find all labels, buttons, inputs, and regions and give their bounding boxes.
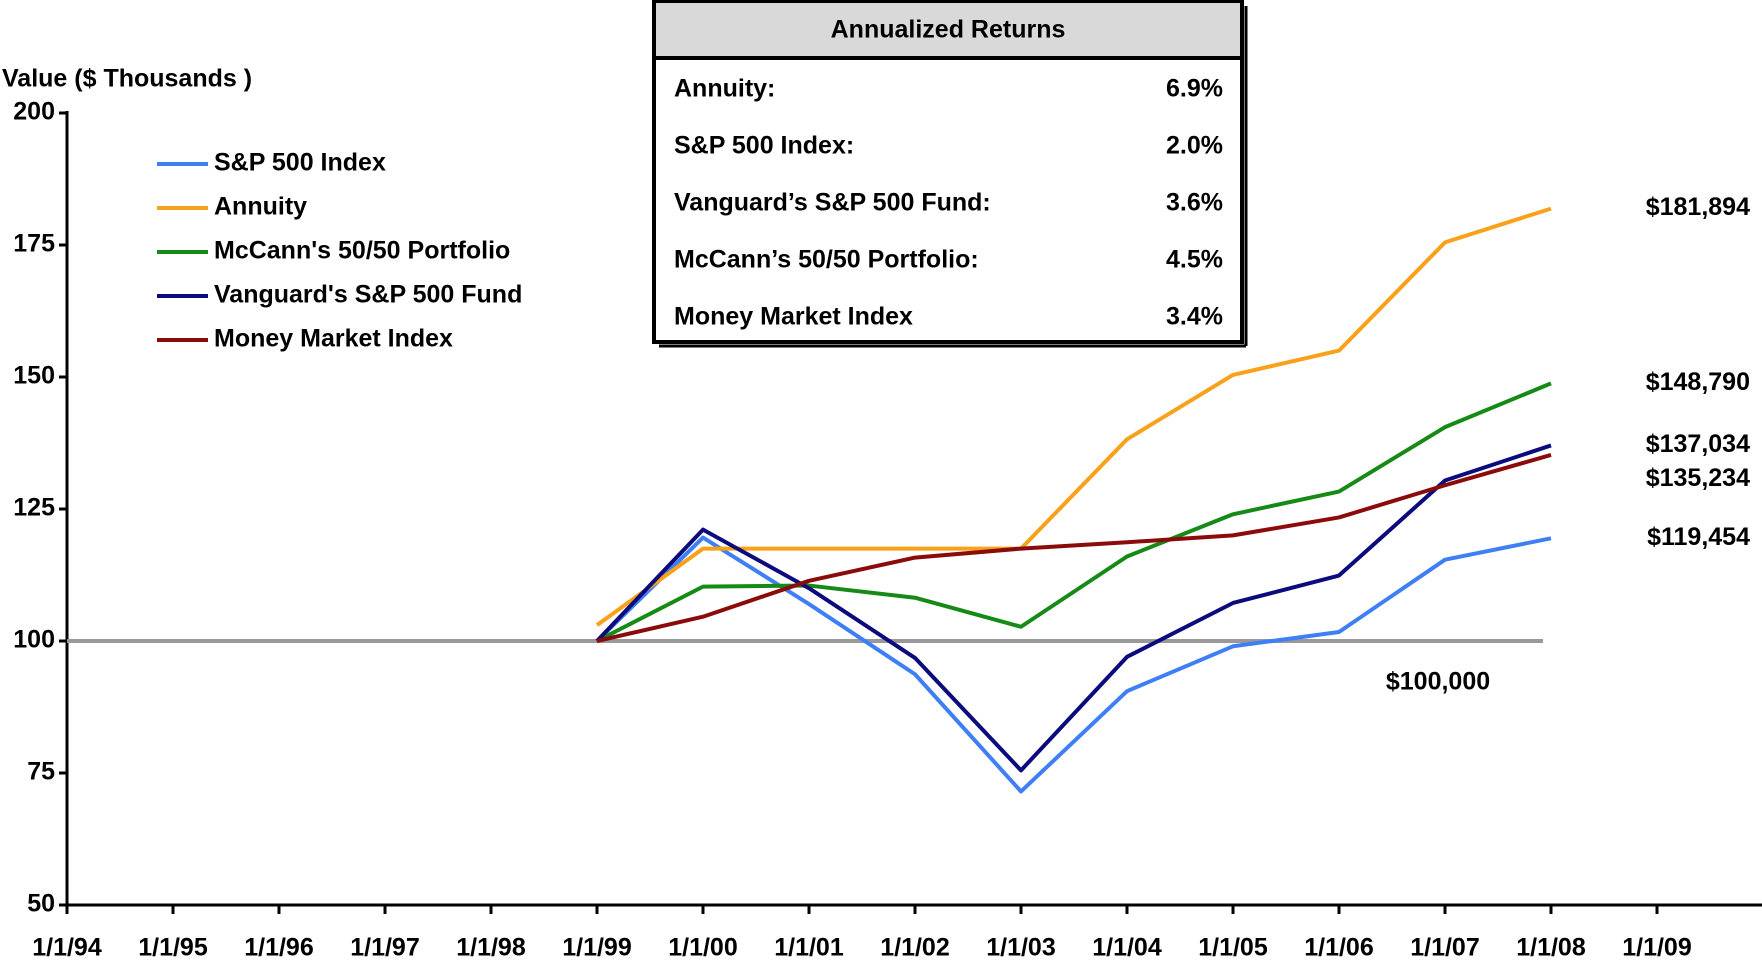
table-row-name: S&P 500 Index: (674, 132, 854, 160)
x-tick-label: 1/1/98 (456, 934, 526, 962)
y-tick-label: 50 (27, 890, 55, 918)
series-line (595, 535, 1552, 794)
legend-label: Money Market Index (214, 325, 453, 353)
x-tick-label: 1/1/04 (1092, 934, 1162, 962)
end-value-label: $137,034 (1646, 430, 1750, 458)
x-tick-label: 1/1/99 (562, 934, 632, 962)
y-tick-label: 100 (13, 626, 55, 654)
y-tick-label: 125 (13, 494, 55, 522)
x-tick-label: 1/1/07 (1410, 934, 1480, 962)
series-line (596, 381, 1552, 643)
y-tick-label: 75 (27, 758, 55, 786)
y-tick-label: 175 (13, 230, 55, 258)
end-value-label: $181,894 (1646, 193, 1750, 221)
table-row-name: Vanguard’s S&P 500 Fund: (674, 189, 991, 217)
x-tick-label: 1/1/03 (986, 934, 1056, 962)
table-row-value: 2.0% (1166, 132, 1223, 160)
table-row-name: Money Market Index (674, 303, 913, 331)
x-tick-label: 1/1/00 (668, 934, 738, 962)
x-tick-label: 1/1/01 (774, 934, 844, 962)
end-value-label: $148,790 (1646, 368, 1750, 396)
legend-label: McCann's 50/50 Portfolio (214, 237, 510, 265)
x-tick-label: 1/1/06 (1304, 934, 1374, 962)
x-tick-label: 1/1/02 (880, 934, 950, 962)
legend-label: Vanguard's S&P 500 Fund (214, 281, 522, 309)
x-tick-label: 1/1/05 (1198, 934, 1268, 962)
table-title: Annualized Returns (831, 16, 1066, 44)
y-axis-label: Value ($ Thousands ) (2, 65, 252, 93)
x-tick-label: 1/1/08 (1516, 934, 1586, 962)
series-line (596, 453, 1552, 643)
series-line (595, 206, 1552, 627)
end-value-label: $135,234 (1646, 464, 1750, 492)
x-tick-label: 1/1/94 (32, 934, 102, 962)
table-row-value: 4.5% (1166, 246, 1223, 274)
table-row-value: 3.6% (1166, 189, 1223, 217)
legend-label: S&P 500 Index (214, 149, 386, 177)
table-header (652, 0, 1244, 60)
table-row-value: 3.4% (1166, 303, 1223, 331)
series-line (595, 443, 1552, 773)
y-tick-label: 200 (13, 98, 55, 126)
legend-label: Annuity (214, 193, 307, 221)
x-tick-label: 1/1/95 (138, 934, 208, 962)
table-row-name: McCann’s 50/50 Portfolio: (674, 246, 979, 274)
reference-label: $100,000 (1386, 668, 1490, 696)
y-tick-label: 150 (13, 362, 55, 390)
table-row-value: 6.9% (1166, 75, 1223, 103)
table-row-name: Annuity: (674, 75, 775, 103)
x-tick-label: 1/1/96 (244, 934, 314, 962)
x-tick-label: 1/1/97 (350, 934, 420, 962)
x-tick-label: 1/1/09 (1622, 934, 1692, 962)
end-value-label: $119,454 (1647, 523, 1750, 551)
